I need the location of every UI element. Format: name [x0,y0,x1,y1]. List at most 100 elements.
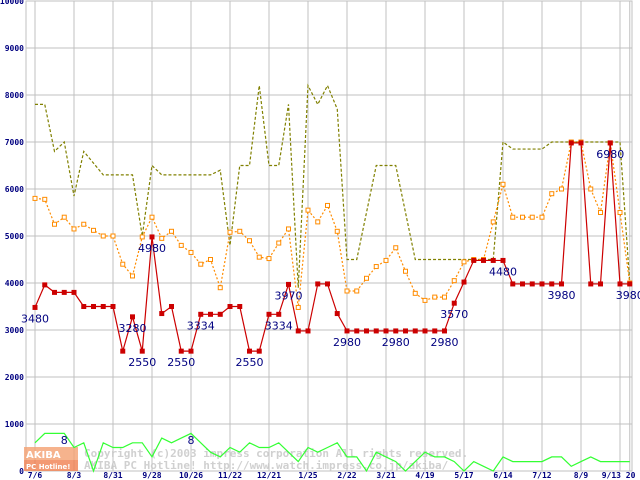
y-tick-label: 5000 [5,232,24,241]
x-tick-label: 1/25 [298,471,317,480]
y-tick-label: 6000 [5,185,24,194]
data-point-min [442,328,447,334]
data-point-average [61,214,67,220]
data-label: 3980 [548,289,576,302]
series-line-average [34,141,631,308]
x-tick-label: 9/28 [142,471,161,480]
y-tick-label: 8000 [5,91,24,100]
data-point-average [412,290,418,296]
data-point-average [217,285,223,291]
data-label: 2980 [333,336,361,349]
data-point-min [256,348,262,354]
data-point-min [276,311,282,317]
data-point-min [412,328,418,334]
data-point-min [178,348,184,354]
data-point-average [276,240,282,246]
watermark-logo-text: AKIBA [26,450,61,461]
data-point-min [120,348,126,354]
data-point-min [461,279,467,285]
data-point-min [334,311,340,317]
data-point-average [247,238,252,244]
data-point-average [539,214,545,220]
data-label: 8 [188,434,195,447]
data-point-min [266,311,272,317]
x-tick-label: 12/21 [257,471,281,480]
data-point-average [266,256,272,262]
data-label: 8 [61,434,68,447]
data-label: 2550 [128,356,156,369]
data-point-min [490,257,496,263]
data-point-average [315,219,321,225]
data-point-average [100,233,106,239]
data-point-min [432,328,438,334]
data-point-average [227,229,233,235]
data-point-min [149,234,155,240]
data-point-average [598,210,603,215]
data-point-average [617,210,623,215]
data-point-min [520,281,525,287]
data-point-min [354,328,360,334]
data-label: 3280 [119,322,147,335]
data-point-min [286,281,291,287]
data-point-average [432,294,438,300]
data-point-min [198,311,204,317]
data-point-min [91,304,96,309]
data-point-min [539,281,545,287]
data-point-average [520,214,525,220]
data-point-average [198,261,204,267]
data-point-min [471,257,477,263]
data-label: 3570 [440,308,468,321]
data-point-min [52,289,57,295]
data-point-average [149,214,155,220]
y-tick-label: 4000 [5,279,24,288]
data-point-min [598,281,603,287]
x-tick-label: 8/31 [103,471,122,480]
data-point-min [42,282,48,288]
y-tick-label: 2000 [5,373,24,382]
x-tick-label: 8/3 [67,471,82,480]
data-point-average [490,219,496,225]
data-point-average [500,181,506,187]
x-tick-label: 9/13 [602,471,621,480]
data-point-min [295,328,301,334]
data-point-min [529,281,535,287]
x-tick-label: 6/14 [493,471,512,480]
data-point-average [510,214,516,220]
series-line-max [35,83,631,288]
x-tick-label: 4/19 [415,471,434,480]
series-line-count [34,432,630,473]
data-point-min [627,281,633,287]
data-point-min [61,289,67,295]
data-point-min [227,304,233,309]
y-tick-label: 10000 [0,0,24,6]
x-tick-label: 7/12 [532,471,551,480]
data-point-min [130,314,135,320]
data-label: 2980 [431,336,459,349]
data-point-min [451,300,457,306]
data-point-min [549,281,555,287]
data-point-min [139,348,145,354]
data-point-average [169,228,174,234]
x-tick-label: 8/9 [574,471,589,480]
watermark-logo-subtext: PC Hotline! [26,463,70,471]
data-point-average [286,226,291,232]
data-point-average [549,191,555,197]
data-point-min [208,311,213,317]
data-point-min [32,304,38,310]
data-point-min [217,311,223,317]
data-point-average [81,221,87,227]
data-point-min [159,311,165,317]
y-tick-label: 7000 [5,138,24,147]
data-point-average [305,207,311,213]
watermark-logo-top [24,447,78,460]
data-point-average [295,304,301,310]
data-point-min [315,281,321,287]
data-point-average [393,245,399,251]
data-point-average [110,233,116,239]
data-point-min [100,304,106,309]
data-label: 4480 [489,265,517,278]
y-tick-label: 9000 [5,44,24,53]
y-tick-label: 3000 [5,326,24,335]
data-point-average [461,259,467,265]
